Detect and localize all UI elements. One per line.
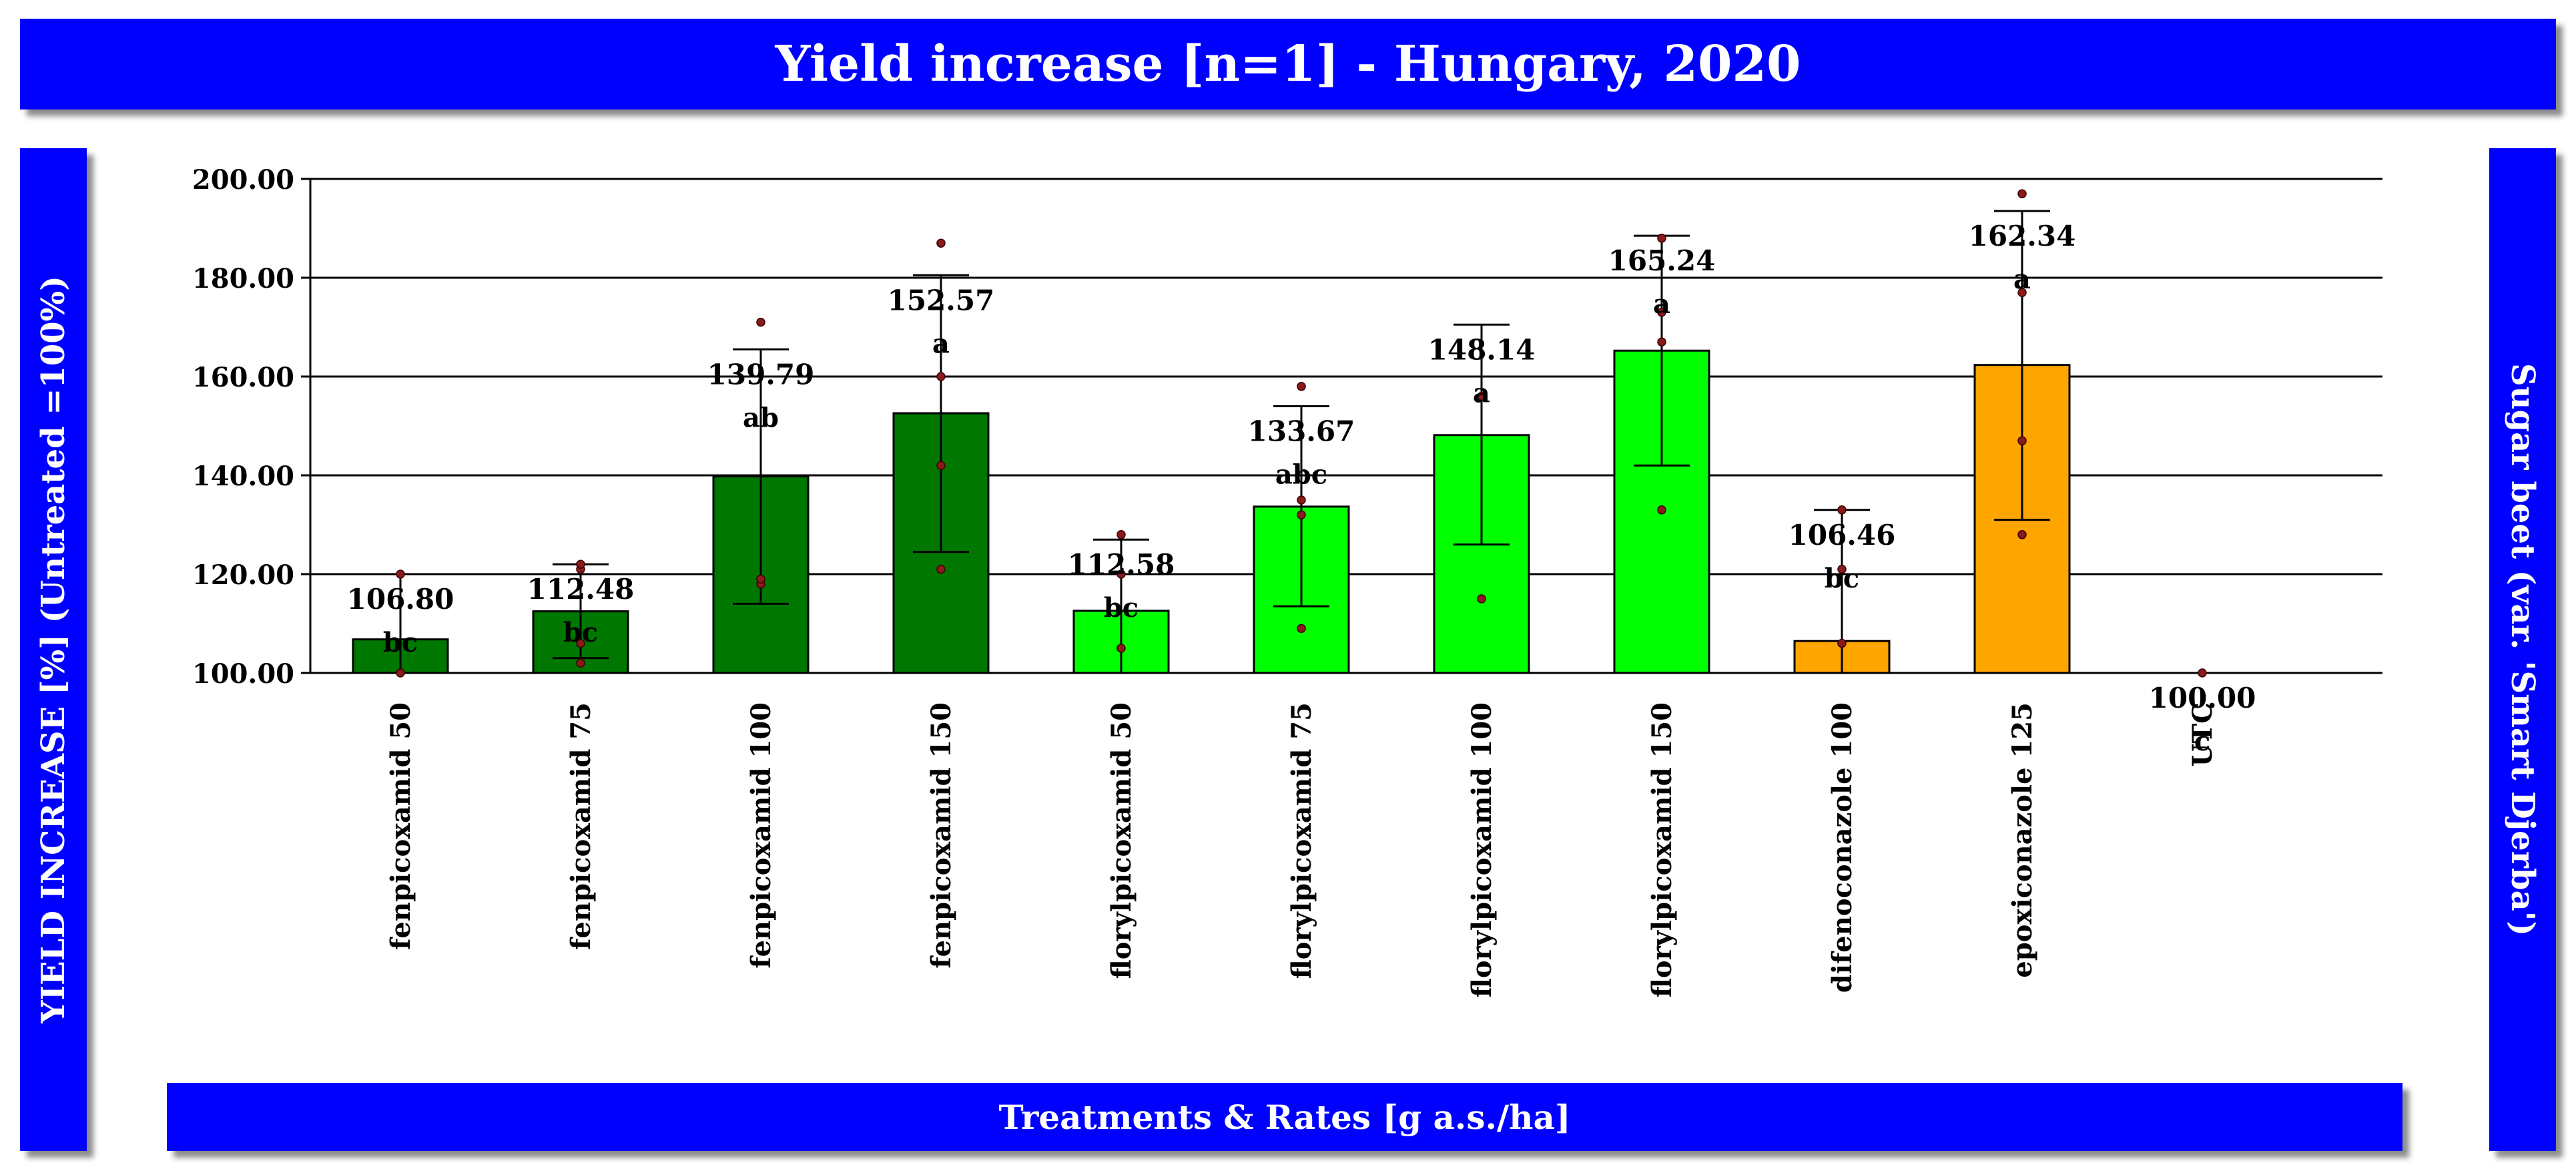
category-label: fenpicoxamid 75: [565, 702, 597, 950]
replicate-point: [1837, 638, 1847, 648]
category-label: fenpicoxamid 100: [745, 702, 777, 969]
replicate-point: [576, 638, 585, 648]
y-tick-label: 160.00: [192, 362, 294, 393]
replicate-point: [936, 564, 946, 574]
x-axis-label-banner: Treatments & Rates [g a.s./ha]: [167, 1083, 2402, 1151]
replicate-point: [1297, 495, 1306, 505]
replicate-point: [1477, 391, 1486, 401]
replicate-point: [1657, 337, 1666, 346]
value-label: 106.46: [1789, 519, 1896, 551]
category-label: difenoconazole 100: [1827, 702, 1858, 993]
replicate-point: [1297, 382, 1306, 391]
chart-title-banner: Yield increase [n=1] - Hungary, 2020: [20, 19, 2556, 109]
replicate-point: [576, 658, 585, 668]
value-label: 139.79: [707, 358, 815, 391]
replicate-point: [936, 461, 946, 470]
category-label: fenpicoxamid 150: [926, 702, 957, 969]
y-tick-label: 180.00: [192, 263, 294, 294]
significance-letter: bc: [1104, 592, 1139, 624]
significance-letter: a: [2013, 264, 2031, 295]
replicate-point: [936, 238, 946, 248]
value-label: 152.57: [888, 284, 995, 316]
value-label: 106.80: [347, 583, 454, 616]
value-label: 112.48: [527, 573, 635, 606]
value-label: 100.00: [2149, 682, 2256, 714]
significance-letter: a: [932, 328, 950, 359]
replicate-point: [1837, 505, 1847, 515]
y-tick-label: 120.00: [192, 559, 294, 591]
replicate-point: [1657, 234, 1666, 243]
replicate-point: [1657, 505, 1666, 515]
significance-letter: a: [1653, 288, 1670, 320]
chart-title: Yield increase [n=1] - Hungary, 2020: [775, 35, 1801, 93]
crop-label-banner: Sugar beet (var. 'Smart Djerba'): [2489, 148, 2556, 1151]
replicate-point: [1116, 644, 1126, 653]
replicate-point: [2198, 668, 2207, 678]
value-label: 112.58: [1068, 548, 1175, 581]
significance-letter: ab: [743, 402, 779, 433]
replicate-point: [756, 317, 765, 327]
replicate-point: [2017, 436, 2027, 445]
significance-letter: bc: [1825, 563, 1859, 594]
y-axis-label-banner: YIELD INCREASE [%] (Untreated =100%): [20, 148, 87, 1151]
value-label: 162.34: [1969, 220, 2076, 252]
value-label: 133.67: [1248, 415, 1355, 447]
category-label: fenpicoxamid 50: [385, 702, 416, 950]
replicate-point: [1837, 564, 1847, 574]
significance-letter: bc: [563, 617, 598, 648]
replicate-point: [2017, 530, 2027, 539]
replicate-point: [2017, 288, 2027, 297]
category-label: florylpicoxamid 75: [1286, 702, 1317, 979]
replicate-point: [576, 559, 585, 569]
replicate-point: [756, 574, 765, 584]
category-label: epoxiconazole 125: [2007, 702, 2038, 978]
category-label: florylpicoxamid 100: [1466, 702, 1498, 997]
y-tick-label: 100.00: [192, 658, 294, 690]
replicate-point: [2017, 189, 2027, 198]
replicate-point: [1297, 510, 1306, 519]
value-label: 148.14: [1428, 333, 1536, 366]
category-label: florylpicoxamid 150: [1646, 702, 1678, 997]
replicate-point: [1297, 624, 1306, 634]
replicate-point: [396, 569, 405, 579]
y-tick-label: 140.00: [192, 461, 294, 492]
crop-label: Sugar beet (var. 'Smart Djerba'): [2504, 363, 2541, 937]
significance-letter: abc: [1275, 459, 1327, 490]
y-tick-label: 200.00: [192, 164, 294, 196]
category-label: UTC: [2187, 702, 2218, 766]
significance-letter: a: [1473, 377, 1490, 409]
category-label: florylpicoxamid 50: [1106, 702, 1137, 979]
significance-letter: c: [2194, 726, 2210, 757]
replicate-point: [396, 668, 405, 678]
value-label: 165.24: [1608, 244, 1716, 277]
replicate-point: [1477, 594, 1486, 604]
replicate-point: [1116, 530, 1126, 539]
significance-letter: bc: [383, 627, 418, 658]
replicate-point: [1657, 308, 1666, 317]
x-axis-label: Treatments & Rates [g a.s./ha]: [998, 1097, 1571, 1137]
replicate-point: [1116, 569, 1126, 579]
replicate-point: [936, 372, 946, 381]
